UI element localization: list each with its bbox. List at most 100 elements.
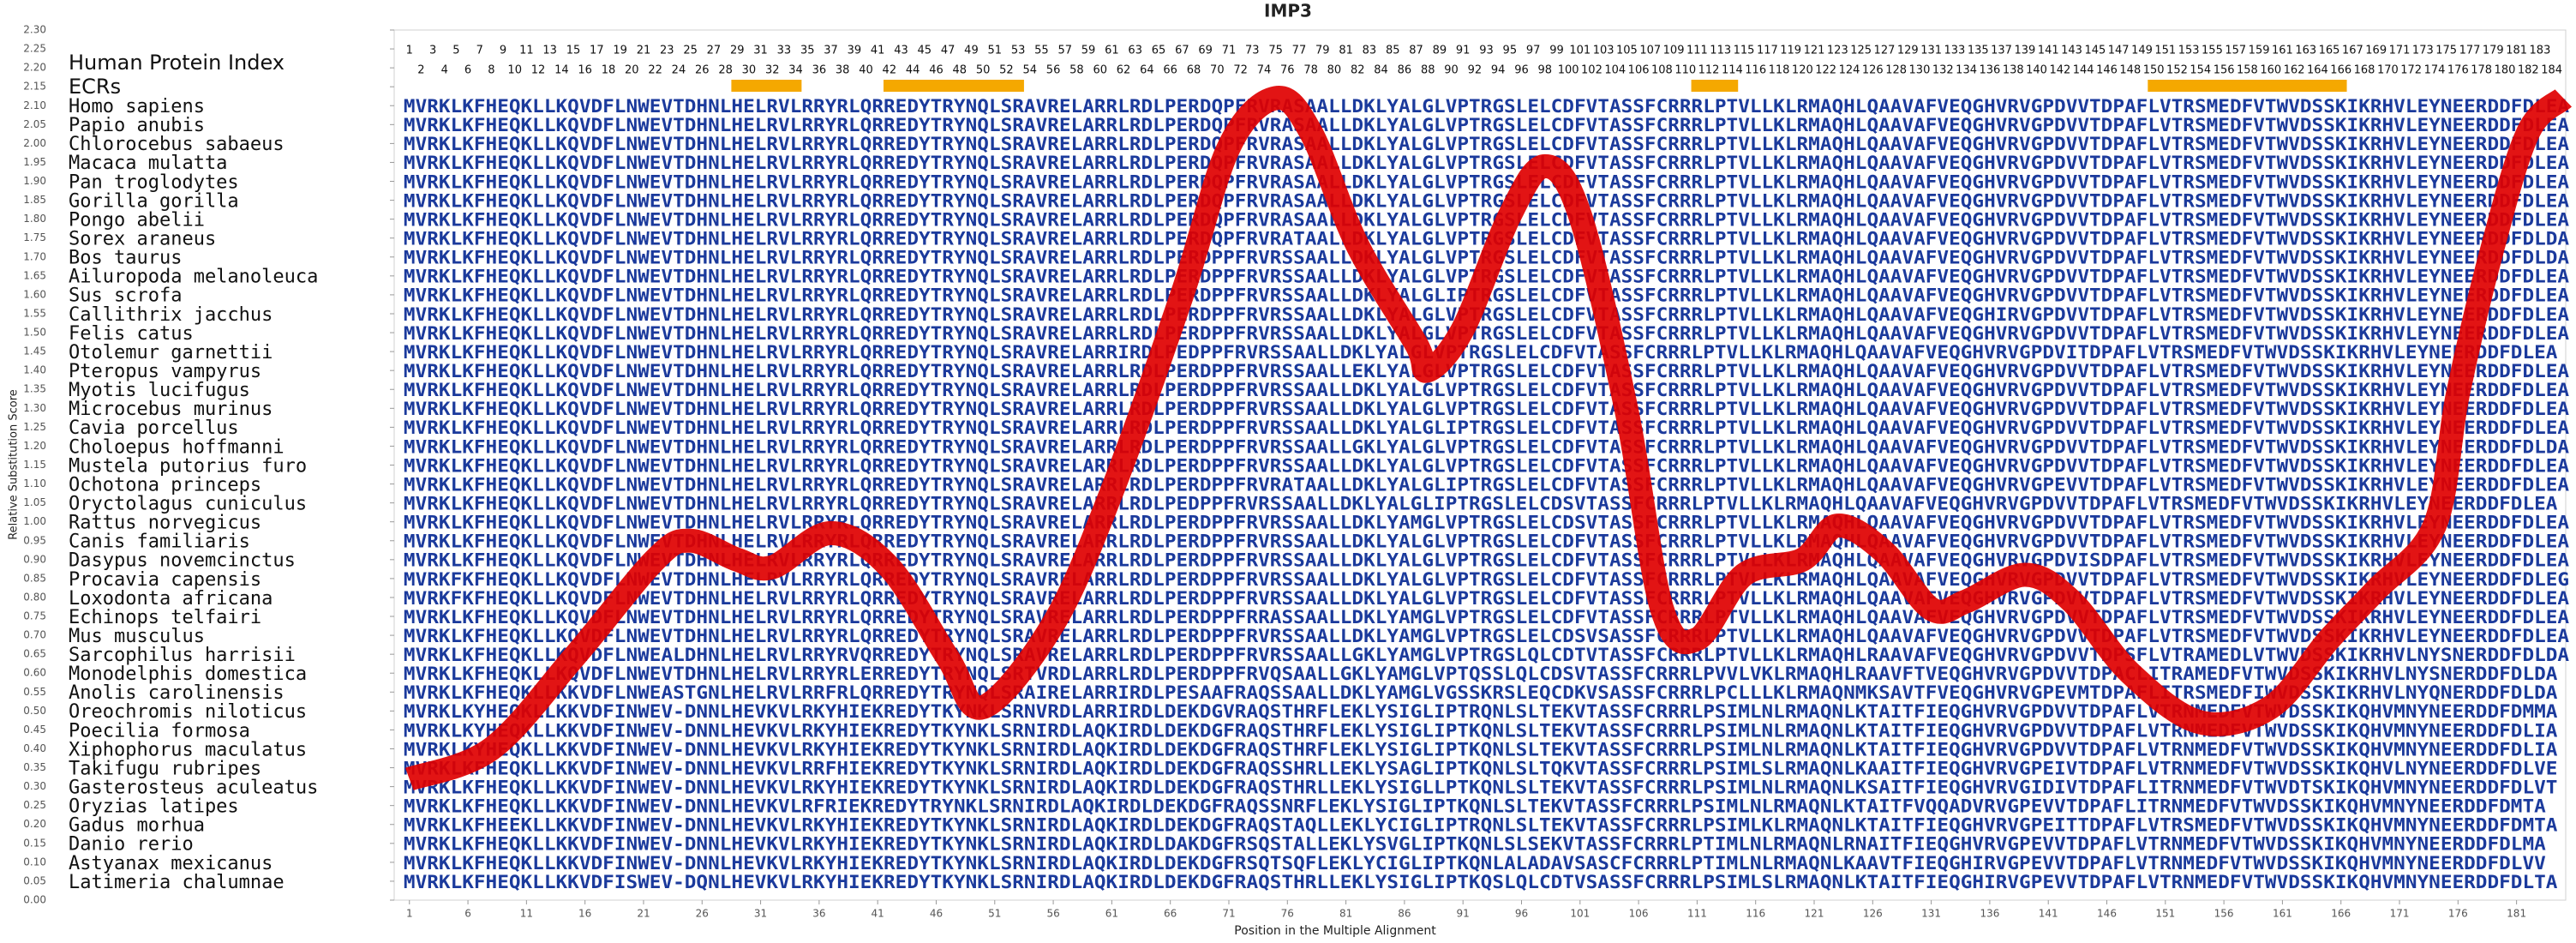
index-number: 45 bbox=[918, 45, 932, 57]
x-tick-label: 121 bbox=[1805, 908, 1824, 920]
index-number: 116 bbox=[1745, 64, 1766, 77]
index-number: 112 bbox=[1698, 64, 1720, 77]
species-name: Otolemur garnettii bbox=[69, 342, 273, 363]
index-number: 123 bbox=[1827, 45, 1848, 57]
y-tick-label: 1.85 bbox=[23, 194, 46, 206]
index-number: 60 bbox=[1093, 64, 1107, 77]
index-number: 7 bbox=[476, 45, 483, 57]
index-number: 94 bbox=[1491, 64, 1506, 77]
y-tick-label: 2.15 bbox=[23, 81, 46, 93]
sequence: MVRKLKFHEQKLLKQVDFLNWEVTDHNLHELRVLRRYRLQ… bbox=[404, 190, 2570, 211]
index-number: 129 bbox=[1897, 45, 1919, 57]
index-number: 99 bbox=[1549, 45, 1564, 57]
index-number: 178 bbox=[2471, 64, 2492, 77]
index-number: 151 bbox=[2154, 45, 2176, 57]
y-tick-label: 1.70 bbox=[23, 250, 46, 262]
y-tick-label: 0.10 bbox=[23, 856, 46, 868]
index-number: 127 bbox=[1874, 45, 1896, 57]
index-number: 170 bbox=[2377, 64, 2399, 77]
sequence: MVRKLKFHEQKLLKQVDFLNWEVTDHNLHELRVLRRYRLQ… bbox=[404, 153, 2570, 173]
index-number: 148 bbox=[2119, 64, 2141, 77]
index-number: 75 bbox=[1268, 45, 1283, 57]
y-tick-label: 0.50 bbox=[23, 705, 46, 717]
index-number: 21 bbox=[637, 45, 651, 57]
index-number: 47 bbox=[941, 45, 956, 57]
index-number: 109 bbox=[1663, 45, 1685, 57]
index-number: 138 bbox=[2003, 64, 2024, 77]
index-number: 1 bbox=[406, 45, 413, 57]
x-tick-label: 86 bbox=[1398, 908, 1411, 920]
y-tick-label: 2.05 bbox=[23, 118, 46, 130]
x-tick-label: 141 bbox=[2039, 908, 2058, 920]
y-tick-label: 2.10 bbox=[23, 99, 46, 111]
sequence: MVRKLKFHEQKLLKQVDFLNWEVTDHNLHELRVLRRYRLQ… bbox=[404, 399, 2570, 419]
sequence: MVRKLKFHEQKLLKQVDFLNWEVTDHNLHELRVLRRYRLQ… bbox=[404, 134, 2570, 154]
index-number: 176 bbox=[2447, 64, 2469, 77]
index-number: 82 bbox=[1351, 64, 1365, 77]
x-tick-label: 171 bbox=[2390, 908, 2410, 920]
x-tick-label: 136 bbox=[1980, 908, 1999, 920]
y-tick-label: 1.05 bbox=[23, 496, 46, 508]
sequence: MVRKLKFHEQKLLKQVDFLNWEVTDHNLHELRVLRRYRLQ… bbox=[404, 96, 2570, 117]
x-tick-label: 81 bbox=[1339, 908, 1352, 920]
index-number: 22 bbox=[648, 64, 662, 77]
x-tick-label: 131 bbox=[1921, 908, 1941, 920]
y-tick-label: 1.80 bbox=[23, 213, 46, 225]
y-tick-label: 0.65 bbox=[23, 648, 46, 660]
index-number: 5 bbox=[452, 45, 459, 57]
index-number: 34 bbox=[788, 64, 803, 77]
index-number: 76 bbox=[1280, 64, 1295, 77]
y-tick-label: 0.95 bbox=[23, 534, 46, 546]
y-tick-label: 2.25 bbox=[23, 43, 46, 55]
index-number: 164 bbox=[2307, 64, 2328, 77]
x-tick-label: 31 bbox=[754, 908, 767, 920]
species-name: Xiphophorus maculatus bbox=[69, 739, 307, 760]
x-tick-label: 51 bbox=[988, 908, 1001, 920]
index-number: 145 bbox=[2084, 45, 2106, 57]
species-name: Dasypus novemcinctus bbox=[69, 550, 296, 572]
sequence: MVRKFKFHEQKLLKQVDFLNWEVTDHNLHELRVLRRYRLQ… bbox=[404, 588, 2570, 609]
index-number: 54 bbox=[1022, 64, 1037, 77]
index-number: 38 bbox=[836, 64, 850, 77]
index-number: 35 bbox=[800, 45, 815, 57]
y-tick-label: 1.30 bbox=[23, 402, 46, 414]
index-number: 142 bbox=[2049, 64, 2070, 77]
index-number: 100 bbox=[1558, 64, 1579, 77]
species-name: Gadus morhua bbox=[69, 815, 205, 837]
index-number: 120 bbox=[1792, 64, 1813, 77]
x-tick-label: 76 bbox=[1281, 908, 1294, 920]
index-number: 36 bbox=[812, 64, 827, 77]
x-tick-label: 46 bbox=[930, 908, 943, 920]
index-number: 95 bbox=[1503, 45, 1518, 57]
index-number: 133 bbox=[1944, 45, 1966, 57]
x-tick-label: 36 bbox=[812, 908, 825, 920]
index-number: 39 bbox=[848, 45, 862, 57]
index-number: 155 bbox=[2202, 45, 2223, 57]
index-number: 66 bbox=[1163, 64, 1177, 77]
sequence: MVRKLKFHEQKLLKQVDFLNWEVTDHNLHELRVLRRYRLQ… bbox=[404, 513, 2570, 533]
index-number: 25 bbox=[683, 45, 698, 57]
index-number: 163 bbox=[2295, 45, 2316, 57]
sequence: MVRKLKFHEQKLLKKVDFINWEV-DNNLHEVKVLRFRIEK… bbox=[404, 796, 2546, 817]
index-number: 141 bbox=[2038, 45, 2059, 57]
index-number: 69 bbox=[1198, 45, 1213, 57]
index-number: 14 bbox=[554, 64, 569, 77]
index-number: 131 bbox=[1920, 45, 1942, 57]
index-number: 71 bbox=[1222, 45, 1237, 57]
sequence: MVRKLKFHEQKLLKQVDFLNWEVTDHNLHELRVLRRYRLQ… bbox=[404, 304, 2570, 325]
x-tick-label: 16 bbox=[578, 908, 591, 920]
index-number: 98 bbox=[1538, 64, 1553, 77]
index-number: 73 bbox=[1245, 45, 1260, 57]
index-number: 91 bbox=[1456, 45, 1471, 57]
index-number: 17 bbox=[590, 45, 604, 57]
y-tick-label: 0.20 bbox=[23, 818, 46, 830]
x-tick-label: 11 bbox=[520, 908, 533, 920]
x-tick-label: 181 bbox=[2507, 908, 2526, 920]
index-number: 173 bbox=[2412, 45, 2434, 57]
y-tick-label: 0.45 bbox=[23, 724, 46, 736]
index-number: 9 bbox=[500, 45, 506, 57]
index-number: 147 bbox=[2108, 45, 2130, 57]
index-number: 111 bbox=[1686, 45, 1708, 57]
index-number: 137 bbox=[1991, 45, 2012, 57]
index-number: 72 bbox=[1233, 64, 1248, 77]
